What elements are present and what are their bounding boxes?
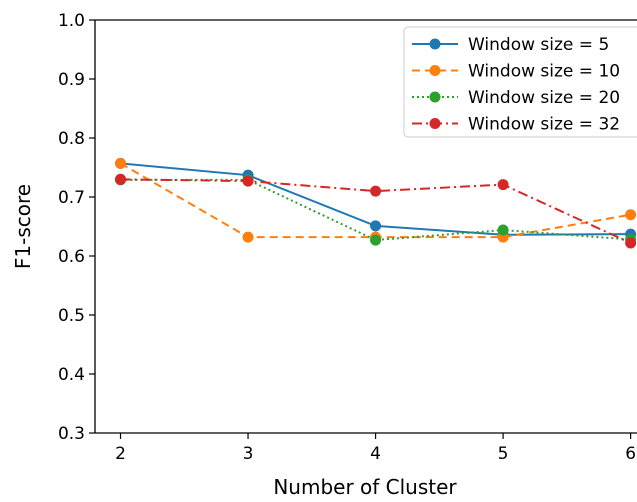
y-ticks: 0.3 0.4 0.5 0.6 0.7 0.8 0.9 1.0: [58, 11, 95, 444]
y-tick-label: 0.4: [58, 365, 85, 385]
y-tick-label: 0.9: [58, 70, 85, 90]
axes: [94, 19, 637, 434]
data-point: [625, 209, 637, 221]
data-point: [242, 175, 254, 187]
y-axis-title: F1-score: [11, 184, 35, 269]
x-axis-title: Number of Cluster: [273, 475, 457, 499]
data-point: [497, 179, 509, 191]
legend-label: Window size = 32: [468, 115, 620, 135]
x-ticks: 2 3 4 5 6: [115, 433, 636, 464]
data-point: [242, 231, 254, 243]
data-point: [625, 237, 637, 249]
data-point: [115, 173, 127, 185]
legend-marker: [429, 118, 441, 129]
data-point: [370, 234, 382, 246]
x-tick-label: 6: [625, 444, 636, 464]
y-tick-label: 0.6: [58, 247, 85, 267]
data-point: [497, 224, 509, 236]
legend: Window size = 5 Window size = 10 Window si…: [403, 26, 637, 138]
data-point: [370, 185, 382, 197]
x-tick-label: 5: [498, 444, 509, 464]
x-tick-label: 2: [115, 444, 126, 464]
x-tick-label: 3: [243, 444, 254, 464]
y-tick-label: 0.8: [58, 129, 85, 149]
y-tick-label: 1.0: [58, 11, 85, 31]
y-tick-label: 0.3: [58, 424, 85, 444]
series-4: [115, 173, 637, 249]
legend-label: Window size = 20: [468, 88, 620, 108]
legend-label: Window size = 5: [468, 35, 609, 55]
legend-marker: [429, 38, 441, 50]
x-tick-label: 4: [370, 444, 381, 464]
legend-label: Window size = 10: [468, 62, 620, 82]
legend-marker: [429, 91, 441, 103]
legend-frame: [403, 26, 637, 138]
y-tick-label: 0.5: [58, 306, 85, 326]
data-point: [115, 157, 127, 169]
y-tick-label: 0.7: [58, 188, 85, 208]
legend-marker: [429, 65, 441, 76]
data-point: [370, 220, 382, 232]
plot-area: [115, 157, 637, 249]
